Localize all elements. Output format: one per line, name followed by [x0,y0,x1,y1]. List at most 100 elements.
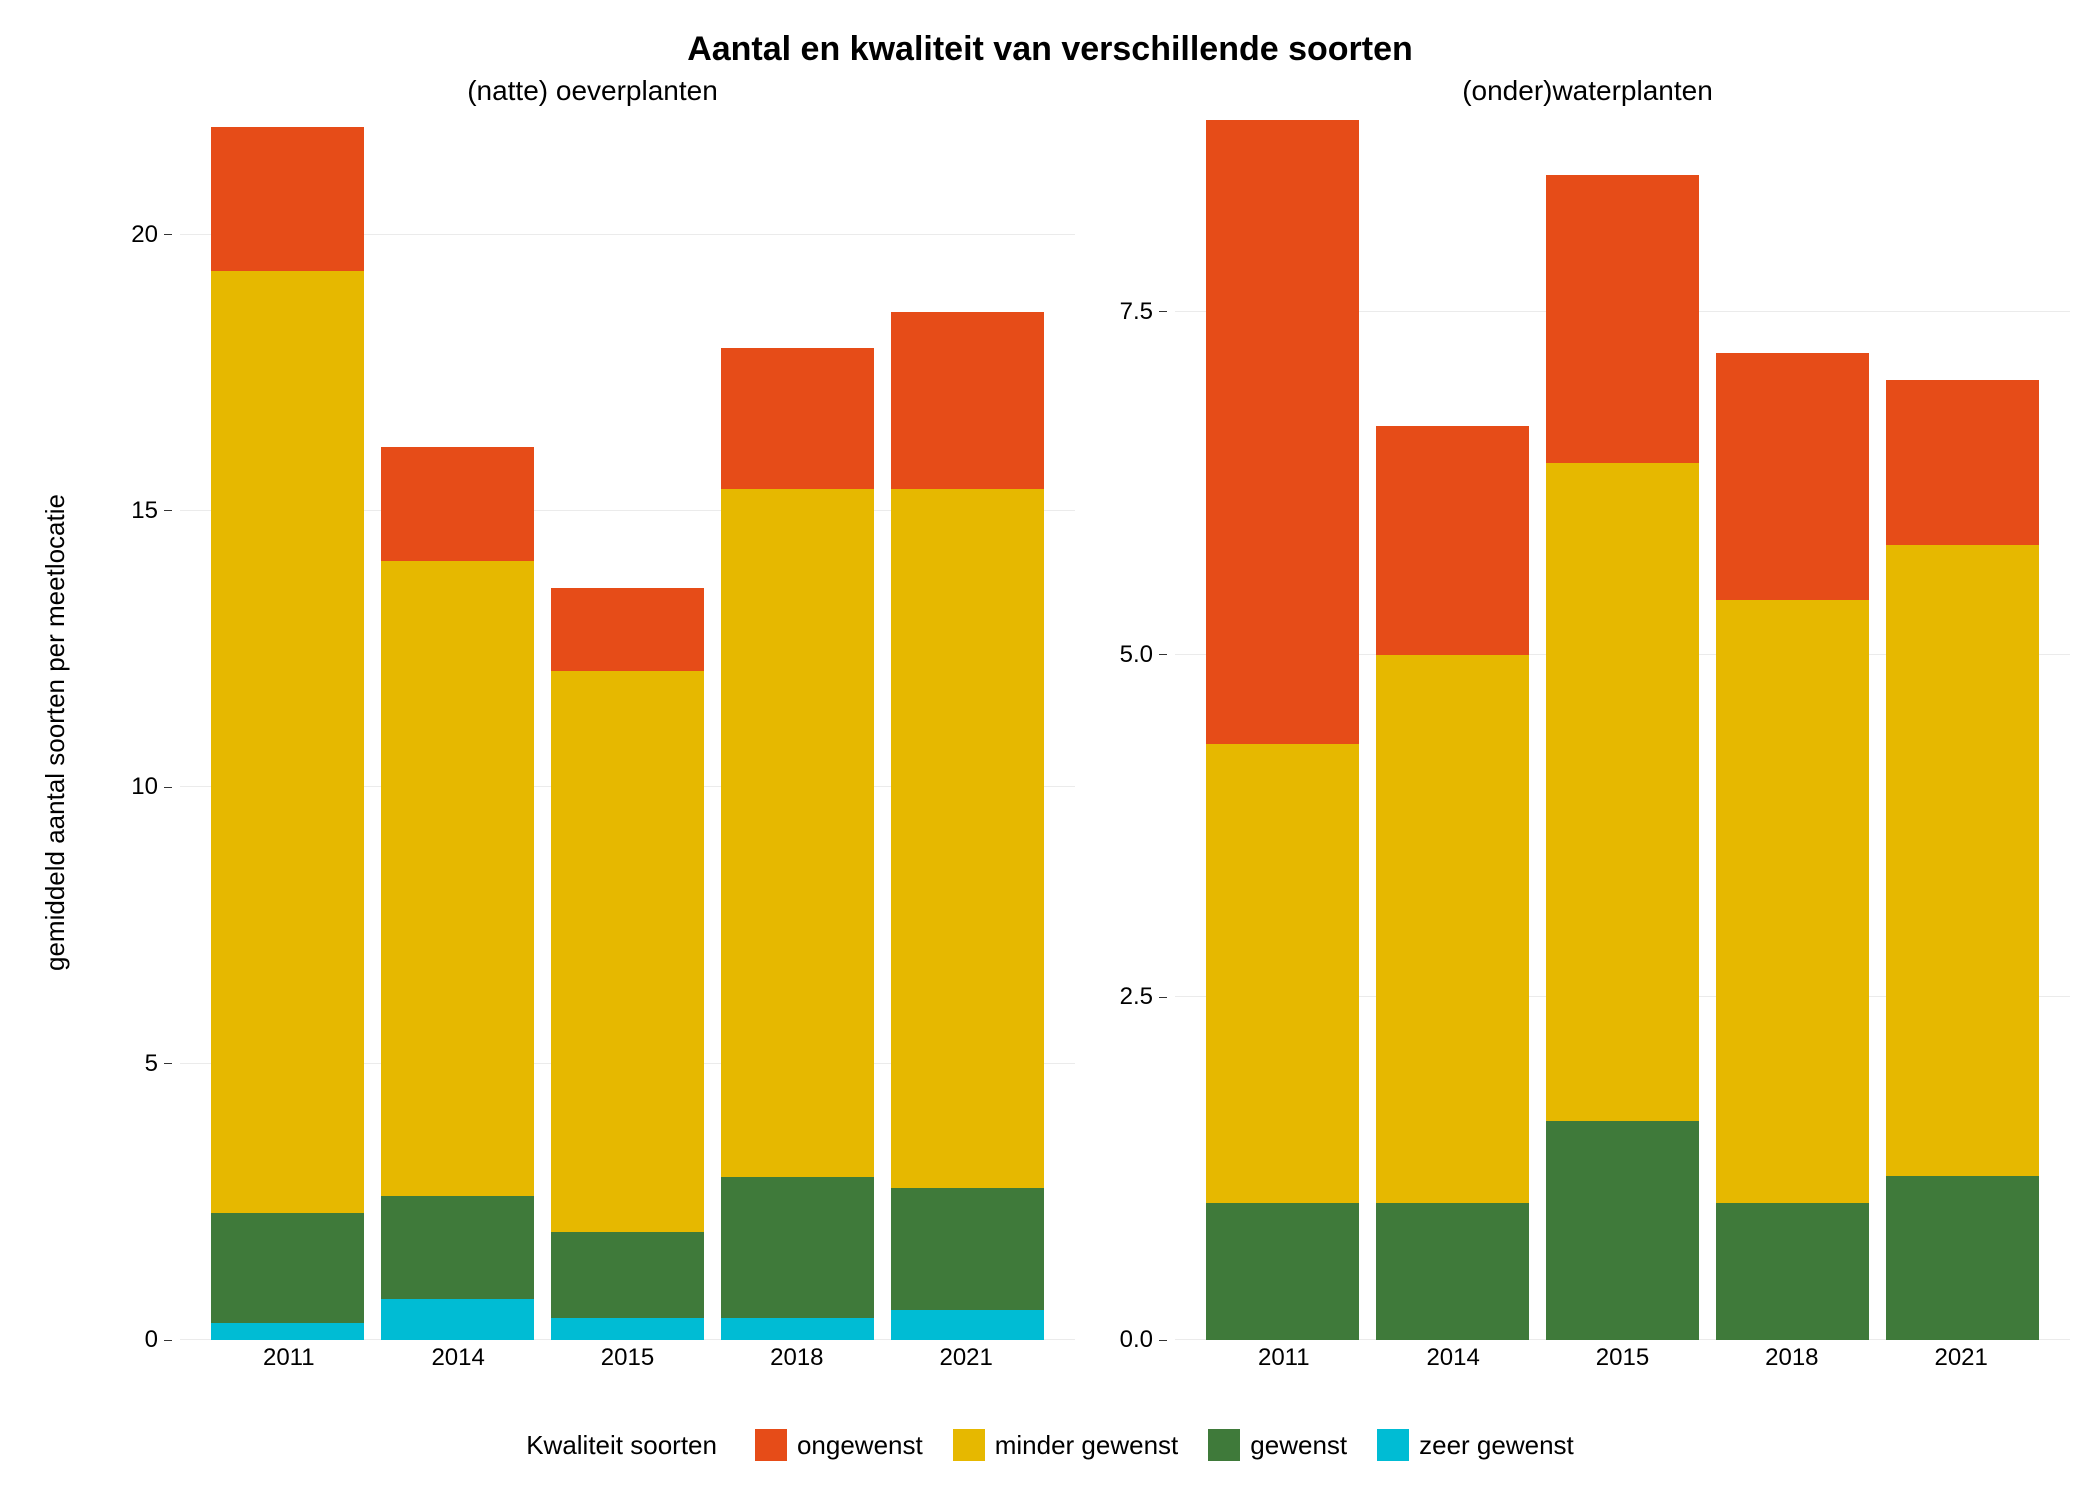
bar-segment [551,671,704,1232]
plot-area [180,113,1075,1340]
y-axis-label: gemiddeld aantal soorten per meetlocatie [40,494,71,971]
bar-segment [1206,744,1359,1203]
bar-segment [381,561,534,1197]
stacked-bar [1546,113,1699,1340]
y-axis-label-wrap: gemiddeld aantal soorten per meetlocatie [30,75,80,1390]
chart-title: Aantal en kwaliteit van verschillende so… [20,30,2080,69]
legend-label: zeer gewenst [1419,1430,1574,1461]
bar-segment [381,1196,534,1298]
panel: (natte) oeverplanten 0 5 10 15 20 201120142015… [110,75,1075,1390]
y-tick: 0 [145,1328,172,1352]
bar-segment [381,1299,534,1340]
bar-slot [372,113,542,1340]
bar-segment [381,447,534,560]
bar-segment [1376,655,1529,1203]
tick-mark-icon [1159,311,1167,312]
bar-segment [1886,1176,2039,1341]
x-tick-label: 2018 [712,1344,881,1390]
bar-slot [883,113,1053,1340]
legend-swatch [755,1429,787,1461]
tick-mark-icon [164,1063,172,1064]
y-tick: 15 [131,499,172,523]
y-tick: 10 [131,775,172,799]
legend-item: gewenst [1208,1429,1347,1461]
bar-segment [1546,175,1699,463]
stacked-bar [1376,113,1529,1340]
stacked-bar [211,113,364,1340]
y-tick: 7.5 [1120,300,1167,324]
bar-segment [891,1188,1044,1310]
y-tick-label: 5 [145,1052,158,1076]
bar-slot [1878,113,2048,1340]
x-tick-label: 2011 [204,1344,373,1390]
bar-segment [1206,120,1359,744]
bar-slot [202,113,372,1340]
stacked-bar [551,113,704,1340]
legend: Kwaliteit soorten ongewenstminder gewens… [20,1390,2080,1480]
x-tick-label: 2018 [1707,1344,1876,1390]
bar-segment [211,1323,364,1340]
tick-mark-icon [164,787,172,788]
plot-outer: 05101520 [110,113,1075,1340]
legend-item: zeer gewenst [1377,1429,1574,1461]
bar-segment [1716,600,1869,1203]
bar-segment [1546,463,1699,1121]
panel-title: (natte) oeverplanten [110,75,1075,107]
plot-outer: 0.02.55.07.5 [1105,113,2070,1340]
bars-container [1175,113,2070,1340]
y-tick: 2.5 [1120,985,1167,1009]
x-tick-label: 2015 [543,1344,712,1390]
y-tick-label: 20 [131,223,158,247]
bar-segment [721,1177,874,1318]
figure: Aantal en kwaliteit van verschillende so… [20,20,2080,1480]
y-tick-label: 5.0 [1120,643,1153,667]
bars-container [180,113,1075,1340]
bar-slot [1708,113,1878,1340]
stacked-bar [381,113,534,1340]
tick-mark-icon [164,1340,172,1341]
bar-segment [211,1213,364,1324]
bar-segment [551,588,704,671]
y-tick: 5 [145,1052,172,1076]
x-axis: 20112014201520182021 [180,1340,1075,1390]
y-tick: 20 [131,223,172,247]
bar-segment [551,1232,704,1318]
bar-segment [891,312,1044,489]
bar-segment [211,127,364,271]
stacked-bar [1206,113,1359,1340]
y-tick-label: 7.5 [1120,300,1153,324]
bar-slot [1197,113,1367,1340]
bar-segment [891,1310,1044,1340]
legend-label: gewenst [1250,1430,1347,1461]
x-axis: 20112014201520182021 [1175,1340,2070,1390]
stacked-bar [891,113,1044,1340]
y-tick-label: 2.5 [1120,985,1153,1009]
bar-segment [1376,426,1529,655]
bar-segment [211,271,364,1213]
y-tick: 5.0 [1120,643,1167,667]
bar-segment [1886,545,2039,1176]
legend-swatch [1208,1429,1240,1461]
y-axis: 0.02.55.07.5 [1105,113,1175,1340]
bar-segment [891,489,1044,1188]
y-tick-label: 0.0 [1120,1328,1153,1352]
tick-mark-icon [1159,654,1167,655]
legend-label: ongewenst [797,1430,923,1461]
bar-slot [713,113,883,1340]
stacked-bar [1886,113,2039,1340]
bar-slot [1367,113,1537,1340]
bar-slot [1537,113,1707,1340]
bar-segment [721,348,874,489]
x-tick-label: 2021 [1877,1344,2046,1390]
panel-title: (onder)waterplanten [1105,75,2070,107]
panel: (onder)waterplanten0.02.55.07.5201120142… [1105,75,2070,1390]
bar-segment [1376,1203,1529,1340]
bar-segment [1546,1121,1699,1340]
stacked-bar [721,113,874,1340]
x-tick-label: 2011 [1199,1344,1368,1390]
legend-item: ongewenst [755,1429,923,1461]
x-tick-label: 2014 [1368,1344,1537,1390]
tick-mark-icon [1159,997,1167,998]
y-tick-label: 15 [131,499,158,523]
bar-segment [721,489,874,1177]
